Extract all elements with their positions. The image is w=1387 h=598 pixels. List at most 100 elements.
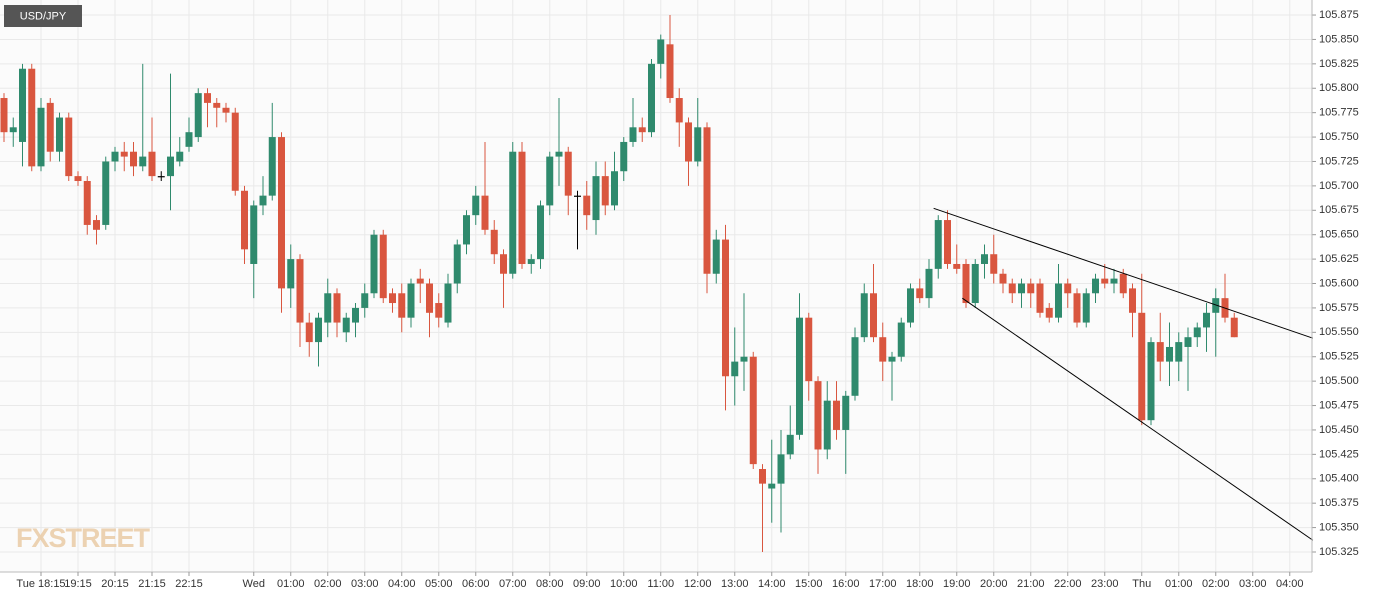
- candle-body: [546, 156, 554, 206]
- candle-body: [130, 151, 137, 167]
- chart-title: USD/JPY: [20, 10, 67, 22]
- candle-body: [176, 151, 184, 162]
- candle-body: [111, 151, 119, 162]
- candle-body: [157, 176, 165, 178]
- candle-body: [472, 195, 480, 216]
- candle-body: [555, 151, 563, 157]
- candle-body: [259, 195, 267, 206]
- x-tick-label: 08:00: [536, 578, 564, 590]
- x-tick-label: 04:00: [1276, 578, 1304, 590]
- candle-body: [416, 278, 424, 284]
- candle-body: [1064, 283, 1072, 294]
- candle-body: [315, 317, 322, 343]
- candle-body: [278, 137, 285, 289]
- candle-body: [888, 356, 896, 362]
- y-tick-label: 105.325: [1319, 546, 1359, 558]
- candle-body: [759, 469, 766, 484]
- candle-body: [19, 68, 26, 142]
- candle-body: [537, 205, 544, 260]
- x-tick-label: 07:00: [499, 578, 527, 590]
- candle-body: [167, 156, 174, 177]
- candle-body: [694, 127, 702, 162]
- candle-body: [324, 293, 332, 323]
- candle-body: [1203, 312, 1210, 328]
- x-tick-label: 05:00: [425, 578, 453, 590]
- candle-body: [509, 151, 517, 274]
- candle-body: [629, 127, 637, 142]
- y-tick-label: 105.750: [1319, 131, 1359, 143]
- candle-body: [685, 122, 692, 162]
- candle-body: [361, 293, 369, 308]
- candle-body: [518, 151, 526, 264]
- y-tick-label: 105.525: [1319, 351, 1359, 363]
- candle-body: [426, 283, 433, 313]
- x-tick-label: 11:00: [647, 578, 674, 590]
- candle-body: [527, 259, 535, 264]
- candle-body: [342, 317, 350, 333]
- y-tick-label: 105.800: [1319, 82, 1359, 94]
- candle-body: [805, 317, 813, 382]
- candle-body: [333, 293, 341, 323]
- candle-body: [9, 127, 17, 133]
- candle-body: [204, 93, 211, 103]
- candle-body: [250, 205, 258, 264]
- y-tick-label: 105.500: [1319, 375, 1359, 387]
- candle-body: [749, 356, 757, 465]
- candle-body: [1082, 293, 1090, 323]
- candle-body: [490, 229, 498, 255]
- candle-body: [379, 234, 387, 299]
- candle-body: [1147, 342, 1155, 421]
- candle-body: [916, 288, 924, 299]
- candle-body: [574, 195, 581, 197]
- candle-body: [981, 254, 988, 264]
- candle-body: [500, 254, 507, 274]
- candle-body: [990, 254, 998, 274]
- candle-body: [1018, 283, 1025, 294]
- x-tick-label: 10:00: [610, 578, 638, 590]
- y-tick-label: 105.400: [1319, 473, 1359, 485]
- x-tick-label: 06:00: [462, 578, 490, 590]
- x-tick-label: 03:00: [351, 578, 379, 590]
- candle-body: [213, 102, 221, 108]
- candles: [0, 15, 1314, 552]
- y-tick-label: 105.450: [1319, 424, 1359, 436]
- x-tick-label: 21:15: [138, 578, 166, 590]
- candle-body: [102, 161, 110, 225]
- candle-body: [953, 263, 961, 269]
- x-tick-label: 23:00: [1091, 578, 1119, 590]
- candle-body: [592, 176, 600, 221]
- candle-body: [65, 117, 73, 177]
- x-tick-label: 19:00: [943, 578, 971, 590]
- candle-body: [1212, 298, 1220, 313]
- candle-body: [907, 288, 914, 323]
- candle-body: [823, 400, 831, 450]
- candle-body: [860, 293, 868, 338]
- candle-body: [56, 117, 63, 152]
- candle-body: [231, 112, 239, 191]
- candle-body: [296, 259, 304, 323]
- candle-body: [1110, 278, 1118, 284]
- x-tick-label: 09:00: [573, 578, 601, 590]
- candle-body: [444, 283, 452, 323]
- candle-body: [139, 156, 147, 167]
- candle-body: [37, 107, 45, 167]
- y-tick-label: 105.350: [1319, 521, 1359, 533]
- candle-body: [897, 322, 905, 357]
- candle-body: [120, 151, 128, 157]
- x-tick-label: 22:00: [1054, 578, 1082, 590]
- candle-body: [1073, 293, 1081, 323]
- candle-body: [870, 293, 877, 338]
- x-tick-label: 14:00: [758, 578, 786, 590]
- candle-body: [435, 303, 443, 318]
- x-tick-label: 21:00: [1017, 578, 1045, 590]
- candle-body: [481, 195, 489, 230]
- candle-body: [731, 361, 739, 377]
- y-tick-label: 105.650: [1319, 229, 1359, 241]
- candle-body: [851, 337, 859, 396]
- candle-body: [46, 102, 54, 152]
- y-tick-label: 105.875: [1319, 9, 1359, 21]
- watermark: FXSTREET: [16, 523, 151, 553]
- candle-body: [962, 263, 970, 304]
